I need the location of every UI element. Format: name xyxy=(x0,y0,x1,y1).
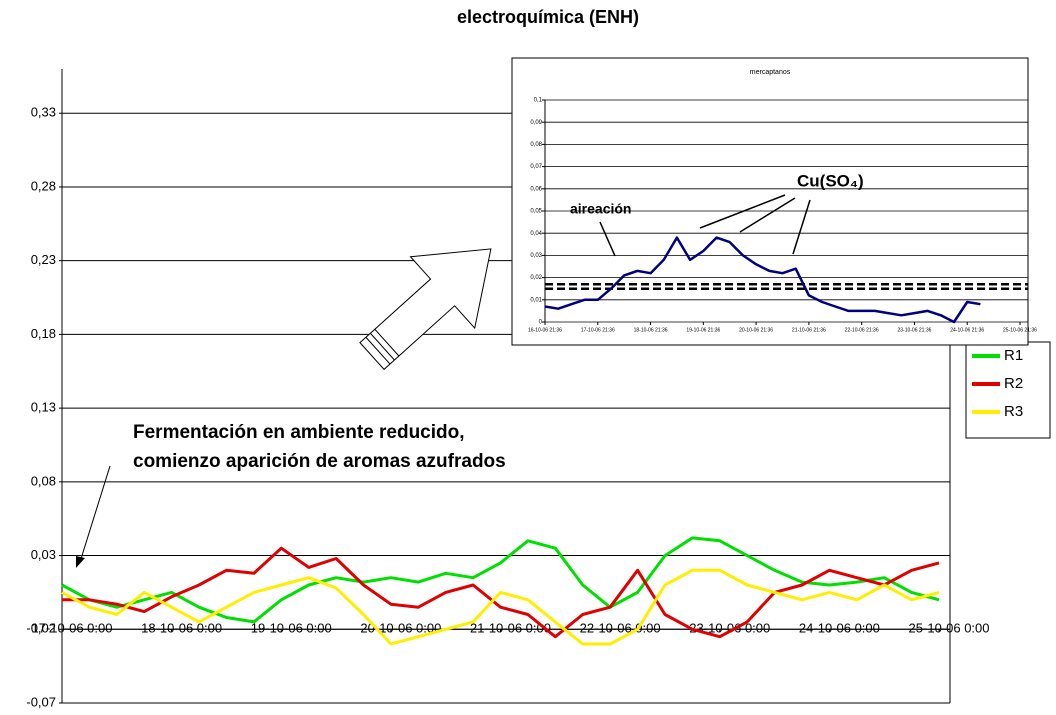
y-tick-label: 0,04 xyxy=(530,231,542,237)
arrow-stripe xyxy=(365,336,391,365)
y-tick-label: 0 xyxy=(539,320,543,326)
inset-annotation: Cu(SO₄) xyxy=(797,171,864,190)
inset-annotation: aireación xyxy=(570,201,631,217)
y-tick-label: 0,08 xyxy=(31,473,56,488)
legend-label: R1 xyxy=(1004,347,1023,364)
x-tick-label: 16-10-06 21:36 xyxy=(528,327,562,333)
chart-title: electroquímica (ENH) xyxy=(457,7,639,27)
x-tick-label: 20-10-06 21:36 xyxy=(739,327,773,333)
annotation: comienzo aparición de aromas azufrados xyxy=(133,451,506,472)
x-tick-label: 19-10-06 21:36 xyxy=(686,327,720,333)
x-tick-label: 21-10-06 0:00 xyxy=(470,621,551,636)
arrow-stripe xyxy=(369,332,395,361)
x-tick-label: 24-10-06 0:00 xyxy=(799,621,880,636)
inset-plot: 0 0,01 0,02 0,03 0,04 0,05 0,06 0,07 0,08 0,09 0,1… xyxy=(528,98,1037,334)
x-tick-label: 25-10-06 0:00 xyxy=(909,621,990,636)
y-tick-label: 0,03 xyxy=(530,253,542,259)
y-tick-label: -0,02 xyxy=(26,621,56,636)
x-tick-label: 22-10-06 0:00 xyxy=(580,621,661,636)
pointer-arrow xyxy=(359,248,492,371)
y-tick-label: 0,1 xyxy=(534,98,543,104)
y-tick-label: 0,09 xyxy=(530,120,542,126)
legend-label: R2 xyxy=(1004,375,1023,392)
y-tick-label: 0,33 xyxy=(31,105,56,120)
x-tick-label: 18-10-06 0:00 xyxy=(141,621,222,636)
x-tick-label: 23-10-06 21:36 xyxy=(897,327,931,333)
annotation: Fermentación en ambiente reducido, xyxy=(133,422,465,443)
y-tick-label: 0,07 xyxy=(530,164,542,170)
legend: R1 R2 R3 xyxy=(972,347,1023,420)
series-line xyxy=(62,546,940,639)
arrow-stripe xyxy=(374,328,400,357)
series-line xyxy=(544,236,981,324)
annotation-arrow xyxy=(699,194,786,229)
y-tick-label: 0,05 xyxy=(530,209,542,215)
x-tick-label: 17-10-06 0:00 xyxy=(32,621,113,636)
y-tick-label: 0,08 xyxy=(530,142,542,148)
y-tick-label: 0,18 xyxy=(31,326,56,341)
x-tick-label: 25-10-06 21:36 xyxy=(1003,327,1037,333)
inset-title: mercaptanos xyxy=(750,69,791,76)
y-tick-label: 0,28 xyxy=(31,178,56,193)
annotation-arrow xyxy=(792,199,811,255)
y-tick-label: 0,01 xyxy=(530,297,542,303)
arrow-head xyxy=(76,556,85,568)
series-line xyxy=(61,536,940,624)
arrow-shape xyxy=(359,248,492,371)
x-tick-label: 21-10-06 21:36 xyxy=(792,327,826,333)
annotation-arrow xyxy=(79,465,111,563)
y-tick-label: -0,07 xyxy=(26,694,56,709)
annotation-arrow xyxy=(599,221,616,257)
x-tick-label: 24-10-06 21:36 xyxy=(950,327,984,333)
x-tick-label: 19-10-06 0:00 xyxy=(251,621,332,636)
y-tick-label: 0,06 xyxy=(530,186,542,192)
annotation-arrow xyxy=(739,197,796,233)
y-tick-label: 0,02 xyxy=(530,275,542,281)
series-line xyxy=(61,568,940,646)
x-tick-label: 22-10-06 21:36 xyxy=(845,327,879,333)
y-tick-label: 0,13 xyxy=(31,400,56,415)
y-tick-label: 0,03 xyxy=(31,547,56,562)
x-tick-label: 23-10-06 0:00 xyxy=(689,621,770,636)
inset-annotation-arrows xyxy=(599,194,811,257)
x-tick-label: 17-10-06 21:36 xyxy=(581,327,615,333)
legend-label: R3 xyxy=(1004,403,1023,420)
x-tick-label: 18-10-06 21:36 xyxy=(634,327,668,333)
y-tick-label: 0,23 xyxy=(31,252,56,267)
